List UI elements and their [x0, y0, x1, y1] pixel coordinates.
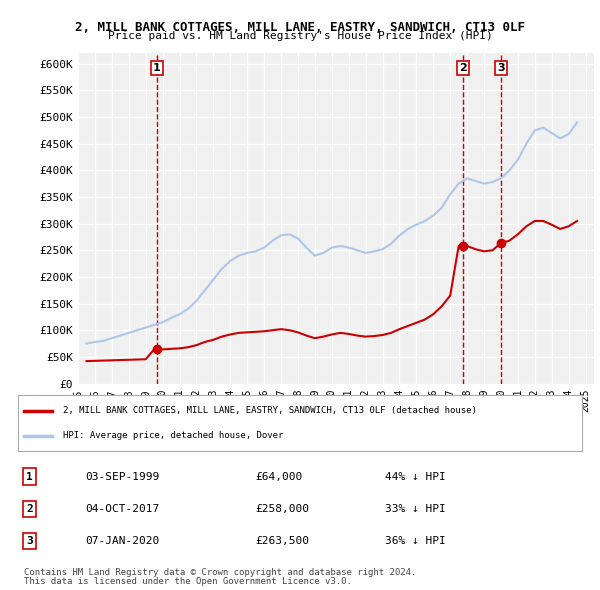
Text: 04-OCT-2017: 04-OCT-2017 [86, 504, 160, 514]
Text: Contains HM Land Registry data © Crown copyright and database right 2024.: Contains HM Land Registry data © Crown c… [24, 568, 416, 576]
Text: 36% ↓ HPI: 36% ↓ HPI [385, 536, 445, 546]
Text: This data is licensed under the Open Government Licence v3.0.: This data is licensed under the Open Gov… [24, 577, 352, 586]
Text: 2, MILL BANK COTTAGES, MILL LANE, EASTRY, SANDWICH, CT13 0LF: 2, MILL BANK COTTAGES, MILL LANE, EASTRY… [75, 21, 525, 34]
Text: 03-SEP-1999: 03-SEP-1999 [86, 472, 160, 481]
Text: £64,000: £64,000 [255, 472, 302, 481]
Text: 2: 2 [26, 504, 32, 514]
Text: 3: 3 [497, 63, 505, 73]
Text: HPI: Average price, detached house, Dover: HPI: Average price, detached house, Dove… [63, 431, 283, 440]
Text: 1: 1 [153, 63, 161, 73]
Text: £263,500: £263,500 [255, 536, 309, 546]
Text: 33% ↓ HPI: 33% ↓ HPI [385, 504, 445, 514]
Text: £258,000: £258,000 [255, 504, 309, 514]
Text: 07-JAN-2020: 07-JAN-2020 [86, 536, 160, 546]
Text: 3: 3 [26, 536, 32, 546]
Text: Price paid vs. HM Land Registry's House Price Index (HPI): Price paid vs. HM Land Registry's House … [107, 31, 493, 41]
Text: 44% ↓ HPI: 44% ↓ HPI [385, 472, 445, 481]
Text: 2: 2 [459, 63, 467, 73]
Text: 2, MILL BANK COTTAGES, MILL LANE, EASTRY, SANDWICH, CT13 0LF (detached house): 2, MILL BANK COTTAGES, MILL LANE, EASTRY… [63, 407, 477, 415]
Text: 1: 1 [26, 472, 32, 481]
